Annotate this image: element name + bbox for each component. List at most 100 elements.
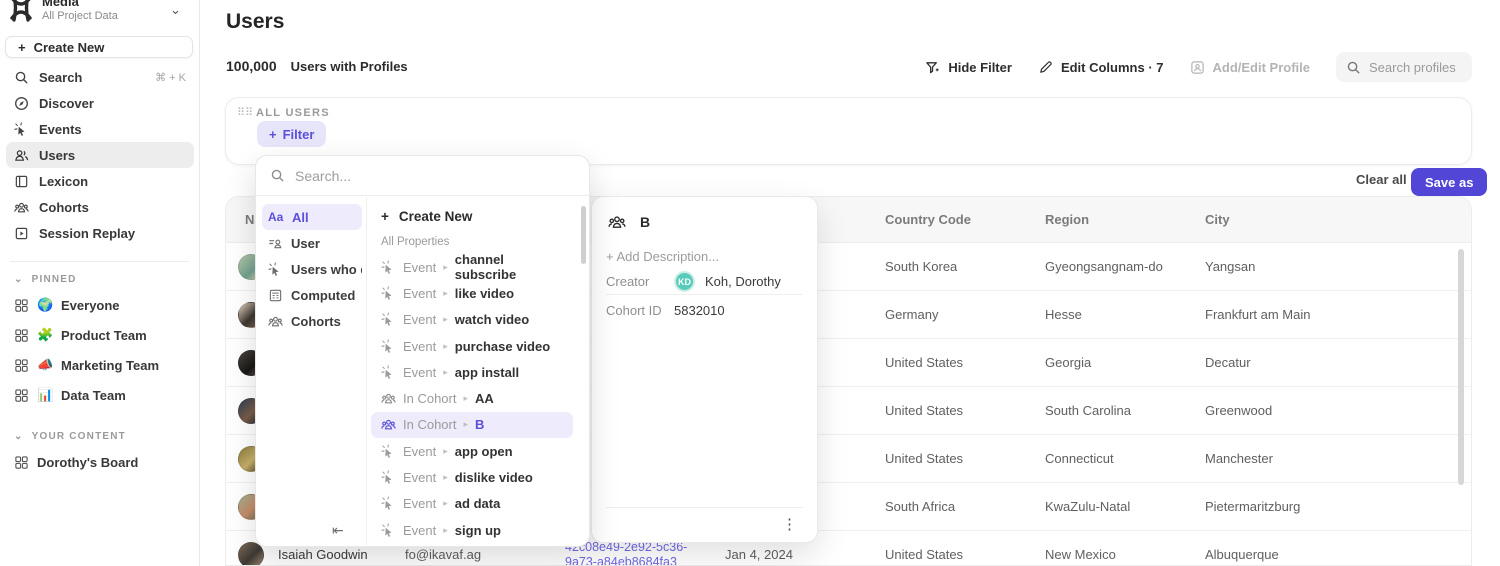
sidebar-board-marketing-team[interactable]: 📣 Marketing Team bbox=[6, 350, 194, 380]
filter-option-event-watch-video[interactable]: Event ▸ watch video bbox=[371, 307, 573, 333]
filter-option-event-dislike-video[interactable]: Event ▸ dislike video bbox=[371, 464, 573, 490]
category-users-who-did[interactable]: Users who di... bbox=[262, 256, 362, 282]
chevron-down-icon[interactable]: ⌄ bbox=[170, 2, 181, 17]
page-title: Users bbox=[226, 10, 285, 33]
add-filter-label: Filter bbox=[282, 126, 315, 142]
cell-user-id[interactable]: 42c08e49-2e92-5c36-9a73-a84eb8684fa3 bbox=[565, 540, 688, 566]
filter-property-dropdown: Aa All User Users who di... Computed Coh… bbox=[255, 155, 590, 547]
sidebar-item-label: Cohorts bbox=[39, 199, 89, 215]
drag-handle-icon[interactable]: ⠿⠿ bbox=[237, 107, 254, 119]
sidebar-item-cohorts[interactable]: Cohorts bbox=[6, 194, 194, 220]
cell-country: United States bbox=[885, 451, 964, 466]
sidebar-item-lexicon[interactable]: Lexicon bbox=[6, 168, 194, 194]
search-profiles-box[interactable] bbox=[1336, 52, 1472, 82]
board-label: Data Team bbox=[61, 387, 126, 403]
user-count: 100,000 bbox=[226, 58, 277, 74]
table-row[interactable]: United States Georgia Decatur bbox=[226, 339, 1471, 387]
add-description-button[interactable]: + Add Description... bbox=[606, 249, 720, 264]
table-row[interactable]: South Africa KwaZulu-Natal Pietermaritzb… bbox=[226, 483, 1471, 531]
dropdown-scrollbar[interactable] bbox=[581, 206, 586, 264]
cohort-id-label: Cohort ID bbox=[606, 303, 662, 318]
option-name: ad data bbox=[454, 496, 501, 512]
save-as-button[interactable]: Save as bbox=[1411, 168, 1488, 196]
sidebar-item-session-replay[interactable]: Session Replay bbox=[6, 220, 194, 246]
sidebar-board-data-team[interactable]: 📊 Data Team bbox=[6, 380, 194, 410]
caret-separator: ▸ bbox=[443, 314, 448, 325]
sidebar-item-search[interactable]: Search ⌘ + K bbox=[6, 64, 194, 90]
option-name: watch video bbox=[454, 312, 530, 328]
filter-option-event-like-video[interactable]: Event ▸ like video bbox=[371, 280, 573, 306]
event-spark-icon bbox=[381, 365, 392, 379]
sidebar-board-everyone[interactable]: 🌍 Everyone bbox=[6, 290, 194, 320]
sidebar-divider bbox=[10, 261, 189, 262]
board-grid-icon bbox=[15, 328, 28, 342]
table-scrollbar[interactable] bbox=[1458, 249, 1464, 485]
clear-all-button[interactable]: Clear all bbox=[1356, 172, 1407, 187]
column-header-country-code[interactable]: Country Code bbox=[885, 212, 971, 227]
your-content-header[interactable]: ⌄ YOUR CONTENT bbox=[6, 425, 194, 447]
option-prefix: Event bbox=[403, 259, 437, 275]
cell-region: Gyeongsangnam-do bbox=[1045, 259, 1163, 274]
cohort-icon bbox=[381, 420, 396, 430]
sidebar-item-label: Session Replay bbox=[39, 225, 136, 241]
filter-option-event-ad-data[interactable]: Event ▸ ad data bbox=[371, 491, 573, 517]
cell-city: Greenwood bbox=[1205, 403, 1273, 418]
cohorts-icon bbox=[268, 316, 283, 326]
category-computed[interactable]: Computed bbox=[262, 282, 362, 308]
user-count-label[interactable]: Users with Profiles bbox=[290, 59, 408, 74]
dropdown-search-row[interactable] bbox=[256, 156, 589, 196]
chevron-down-icon: ⌄ bbox=[14, 273, 24, 285]
filter-card: ⠿⠿ ALL USERS + Filter bbox=[225, 97, 1472, 165]
table-row[interactable]: Isaiah Goodwin fo@ikavaf.ag 42c08e49-2e9… bbox=[226, 531, 1471, 566]
option-name: app open bbox=[454, 443, 513, 459]
megaphone-emoji-icon: 📣 bbox=[37, 357, 54, 372]
collapse-panel-icon[interactable]: ⇤ bbox=[332, 522, 344, 538]
dropdown-search-input[interactable] bbox=[295, 167, 575, 184]
category-user[interactable]: User bbox=[262, 230, 362, 256]
kebab-menu-icon[interactable]: ⋮ bbox=[782, 516, 797, 533]
create-new-button[interactable]: + Create New bbox=[5, 36, 193, 58]
caret-separator: ▸ bbox=[463, 393, 469, 404]
caret-separator: ▸ bbox=[443, 524, 448, 535]
column-header-city[interactable]: City bbox=[1205, 212, 1230, 227]
add-filter-button[interactable]: + Filter bbox=[257, 121, 327, 147]
option-prefix: In Cohort bbox=[403, 417, 457, 433]
sidebar-item-label: Search bbox=[39, 69, 83, 85]
pinned-header[interactable]: ⌄ PINNED bbox=[6, 268, 194, 290]
search-icon bbox=[15, 71, 28, 84]
search-profiles-input[interactable] bbox=[1369, 59, 1469, 75]
sidebar-board-dorothys-board[interactable]: Dorothy's Board bbox=[6, 447, 194, 477]
filter-option-event-app-install[interactable]: Event ▸ app install bbox=[371, 359, 573, 385]
event-spark-icon bbox=[14, 121, 25, 136]
filter-option-event-channel-subscribe[interactable]: Event ▸ channel subscribe bbox=[371, 252, 573, 282]
chevron-down-icon: ⌄ bbox=[14, 430, 24, 442]
cohort-id-value: 5832010 bbox=[674, 303, 725, 318]
sidebar-board-product-team[interactable]: 🧩 Product Team bbox=[6, 320, 194, 350]
board-label: Everyone bbox=[61, 297, 120, 313]
search-icon bbox=[271, 169, 284, 182]
sidebar-item-users[interactable]: Users bbox=[6, 142, 194, 168]
edit-columns-button[interactable]: Edit Columns · 7 bbox=[1038, 60, 1164, 75]
dropdown-create-new[interactable]: + Create New bbox=[367, 202, 577, 230]
filter-option-event-sign-up[interactable]: Event ▸ sign up bbox=[371, 517, 573, 543]
event-spark-icon bbox=[381, 523, 392, 537]
sidebar-item-events[interactable]: Events bbox=[6, 116, 194, 142]
option-name: B bbox=[475, 417, 485, 433]
header-actions: Hide Filter Edit Columns · 7 Add/Edit Pr… bbox=[925, 52, 1472, 82]
workspace-subtitle: All Project Data bbox=[42, 10, 118, 22]
table-row[interactable]: United States South Carolina Greenwood bbox=[226, 387, 1471, 435]
add-edit-profile-button[interactable]: Add/Edit Profile bbox=[1190, 60, 1310, 75]
board-label: Dorothy's Board bbox=[37, 454, 139, 470]
filter-option-event-app-open[interactable]: Event ▸ app open bbox=[371, 438, 573, 464]
hide-filter-button[interactable]: Hide Filter bbox=[925, 60, 1012, 75]
sidebar-item-discover[interactable]: Discover bbox=[6, 90, 194, 116]
category-all[interactable]: Aa All bbox=[262, 204, 362, 230]
filter-option-in-cohort-b[interactable]: In Cohort ▸ B bbox=[371, 411, 573, 439]
table-row[interactable]: Germany Hesse Frankfurt am Main bbox=[226, 291, 1471, 339]
workspace-switcher[interactable]: Media All Project Data bbox=[8, 0, 118, 24]
creator-avatar: KD bbox=[674, 271, 695, 292]
filter-option-in-cohort-aa[interactable]: In Cohort ▸ AA bbox=[371, 385, 573, 411]
category-cohorts[interactable]: Cohorts bbox=[262, 308, 362, 334]
column-header-region[interactable]: Region bbox=[1045, 212, 1090, 227]
filter-option-event-purchase-video[interactable]: Event ▸ purchase video bbox=[371, 333, 573, 359]
